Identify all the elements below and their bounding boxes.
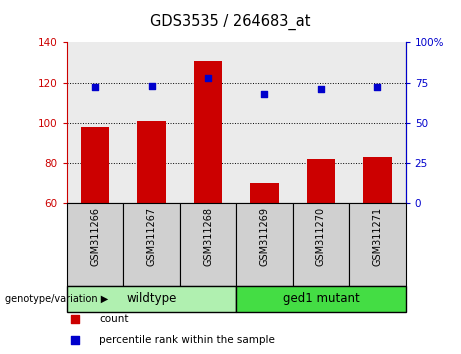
Bar [236, 286, 406, 312]
Text: GDS3535 / 264683_at: GDS3535 / 264683_at [150, 14, 311, 30]
Text: GSM311267: GSM311267 [147, 207, 157, 266]
Point [374, 85, 381, 90]
Bar [180, 203, 236, 286]
Bar [123, 203, 180, 286]
Text: ged1 mutant: ged1 mutant [283, 292, 359, 305]
Bar [293, 203, 349, 286]
Bar [363, 157, 391, 203]
Point [204, 75, 212, 81]
Bar [81, 127, 109, 203]
Bar [236, 203, 293, 286]
Text: GSM311269: GSM311269 [260, 207, 270, 266]
Bar [349, 203, 406, 286]
Bar [307, 159, 335, 203]
Bar [194, 61, 222, 203]
Bar [250, 183, 278, 203]
Text: percentile rank within the sample: percentile rank within the sample [99, 335, 275, 345]
Text: GSM311268: GSM311268 [203, 207, 213, 266]
Text: GSM311271: GSM311271 [372, 207, 383, 266]
Bar [137, 121, 165, 203]
Point [71, 316, 78, 322]
Text: GSM311266: GSM311266 [90, 207, 100, 266]
Bar [67, 203, 123, 286]
Point [71, 337, 78, 343]
Point [261, 91, 268, 97]
Text: count: count [99, 314, 129, 324]
Point [148, 83, 155, 88]
Point [91, 85, 99, 90]
Point [317, 86, 325, 92]
Text: genotype/variation ▶: genotype/variation ▶ [5, 294, 108, 304]
Text: wildtype: wildtype [126, 292, 177, 305]
Bar [67, 286, 236, 312]
Text: GSM311270: GSM311270 [316, 207, 326, 266]
